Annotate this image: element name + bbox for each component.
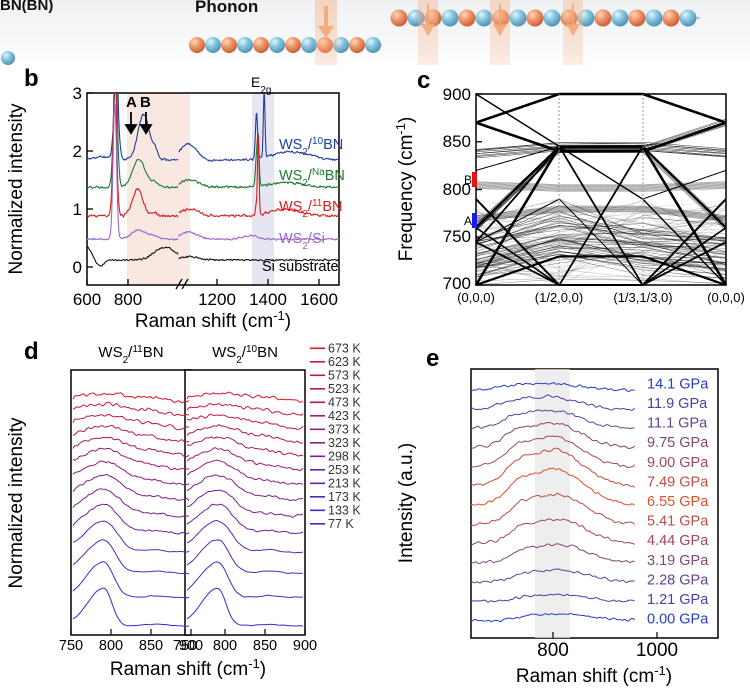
svg-text:Normalized intensity: Normalized intensity	[6, 103, 27, 275]
svg-text:850: 850	[443, 132, 471, 151]
svg-text:77 K: 77 K	[328, 517, 354, 531]
svg-text:173 K: 173 K	[328, 490, 361, 504]
svg-text:900: 900	[443, 85, 471, 104]
svg-text:323 K: 323 K	[328, 436, 361, 450]
svg-text:Raman shift (cm-1): Raman shift (cm-1)	[135, 308, 291, 333]
svg-text:623 K: 623 K	[328, 355, 361, 369]
svg-text:673 K: 673 K	[328, 341, 361, 355]
svg-text:WS2/10BN: WS2/10BN	[212, 344, 278, 366]
svg-text:1400: 1400	[249, 290, 287, 309]
svg-text:600: 600	[73, 290, 101, 309]
svg-text:1000: 1000	[636, 640, 678, 661]
svg-text:(1/2,0,0): (1/2,0,0)	[535, 290, 583, 305]
svg-text:850: 850	[139, 638, 163, 654]
svg-text:573 K: 573 K	[328, 368, 361, 382]
svg-text:Normalized intensity: Normalized intensity	[6, 417, 27, 589]
svg-text:BN(BN): BN(BN)	[0, 0, 53, 14]
svg-text:253 K: 253 K	[328, 463, 361, 477]
svg-text:Frequency (cm-1): Frequency (cm-1)	[393, 117, 418, 262]
svg-text:11.9 GPa: 11.9 GPa	[647, 396, 708, 412]
svg-text:750: 750	[173, 638, 197, 654]
svg-text:4.44 GPa: 4.44 GPa	[647, 533, 709, 549]
svg-text:2.28 GPa: 2.28 GPa	[647, 572, 709, 588]
svg-text:373 K: 373 K	[328, 422, 361, 436]
svg-text:Phonon: Phonon	[195, 0, 258, 16]
svg-text:9.00 GPa: 9.00 GPa	[647, 455, 709, 471]
svg-text:900: 900	[293, 638, 317, 654]
svg-text:6.55 GPa: 6.55 GPa	[647, 494, 709, 510]
svg-text:3.19 GPa: 3.19 GPa	[647, 553, 709, 569]
svg-text:750: 750	[443, 227, 471, 246]
svg-text:298 K: 298 K	[328, 449, 361, 463]
svg-text:1.21 GPa: 1.21 GPa	[647, 592, 709, 608]
svg-text:213 K: 213 K	[328, 476, 361, 490]
svg-text:800: 800	[213, 638, 237, 654]
svg-text:1: 1	[73, 200, 82, 219]
svg-text:133 K: 133 K	[328, 503, 361, 517]
svg-text:Si substrate: Si substrate	[262, 259, 339, 275]
svg-text:800: 800	[114, 290, 142, 309]
svg-text:(0,0,0): (0,0,0)	[707, 290, 745, 305]
svg-text:9.75 GPa: 9.75 GPa	[647, 435, 709, 451]
svg-text:850: 850	[253, 638, 277, 654]
svg-text:(0,0,0): (0,0,0)	[457, 290, 495, 305]
svg-text:(1/3,1/3,0): (1/3,1/3,0)	[613, 290, 672, 305]
svg-text:A: A	[464, 214, 472, 228]
svg-text:2: 2	[73, 142, 82, 161]
svg-text:Raman shift (cm-1): Raman shift (cm-1)	[110, 656, 266, 681]
svg-text:WS2/Si: WS2/Si	[279, 231, 325, 252]
svg-text:0.00 GPa: 0.00 GPa	[647, 612, 709, 628]
svg-text:1600: 1600	[300, 290, 338, 309]
svg-text:1200: 1200	[198, 290, 236, 309]
svg-text:Raman shift (cm-1): Raman shift (cm-1)	[516, 663, 672, 688]
svg-text:0: 0	[73, 258, 82, 277]
svg-text:750: 750	[59, 638, 83, 654]
svg-text:B: B	[140, 94, 151, 111]
svg-text:7.49 GPa: 7.49 GPa	[647, 474, 709, 490]
svg-text:423 K: 423 K	[328, 409, 361, 423]
svg-text:A: A	[126, 94, 137, 111]
svg-text:11.1 GPa: 11.1 GPa	[647, 416, 708, 432]
svg-text:3: 3	[73, 84, 82, 103]
svg-text:473 K: 473 K	[328, 395, 361, 409]
svg-text:800: 800	[99, 638, 123, 654]
svg-text:14.1 GPa: 14.1 GPa	[647, 376, 709, 392]
svg-text:WS2/NaBN: WS2/NaBN	[279, 167, 345, 189]
svg-text:800: 800	[537, 640, 569, 661]
svg-text:Intensity (a.u.): Intensity (a.u.)	[396, 443, 417, 563]
svg-text:800: 800	[443, 180, 471, 199]
svg-text:5.41 GPa: 5.41 GPa	[647, 514, 709, 530]
svg-text:523 K: 523 K	[328, 382, 361, 396]
svg-text:WS2/11BN: WS2/11BN	[98, 344, 163, 366]
